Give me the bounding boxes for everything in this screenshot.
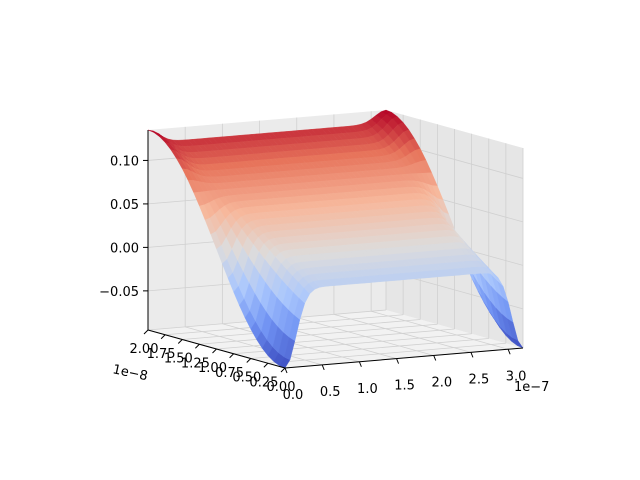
x-tick — [396, 358, 400, 364]
x-axis-line — [284, 347, 524, 369]
x-tick — [321, 364, 325, 371]
y-tick-label: 1.00 — [198, 361, 227, 376]
surface-mesh — [147, 109, 524, 369]
y-tick — [229, 353, 234, 359]
y-tick-label: 1.75 — [147, 347, 176, 362]
z-tick-label: 0.10 — [110, 154, 139, 169]
x-tick-label: 0.0 — [283, 388, 304, 403]
y-grid-floor — [182, 319, 421, 340]
y-tick — [280, 367, 286, 373]
x-tick-label: 1.5 — [394, 379, 415, 394]
z-tick-label: 0.00 — [110, 241, 139, 256]
y-tick-label: 0.75 — [215, 366, 244, 381]
y-tick-label: 1.25 — [181, 356, 210, 371]
x-tick — [433, 355, 437, 361]
y-tick — [160, 334, 166, 340]
y-tick-label: 1.50 — [164, 352, 193, 367]
x-tick — [470, 352, 474, 358]
x-offset-label: 1e−7 — [514, 380, 549, 395]
axes-ticks: 0.0 0.5 1.0 1.5 2.0 2.5 3.00.000.250.500.751.0… — [99, 154, 526, 403]
y-tick — [246, 358, 252, 363]
x-tick-label: 3.0 — [506, 369, 527, 384]
x-tick-label: 0.5 — [320, 385, 341, 400]
y-tick — [263, 362, 269, 368]
y-tick — [212, 348, 217, 354]
x-tick — [507, 349, 511, 355]
y-grid-floor — [216, 328, 455, 350]
x-tick — [358, 361, 362, 367]
y-tick — [177, 339, 183, 344]
y-tick-label: 0.00 — [267, 380, 296, 395]
y-tick-label: 0.50 — [232, 371, 261, 386]
z-tick-label: 0.05 — [110, 198, 139, 213]
y-grid-floor — [267, 342, 506, 364]
y-tick-label: 0.25 — [249, 375, 278, 390]
x-tick-label: 2.0 — [431, 376, 452, 391]
surface-facet — [511, 337, 524, 349]
y-grid-floor — [199, 323, 438, 345]
y-tick — [143, 329, 149, 335]
y-offset-label: 1e−8 — [111, 362, 149, 384]
x-tick-label: 1.0 — [357, 382, 378, 397]
y-tick-label: 2.00 — [130, 342, 159, 357]
y-tick — [195, 343, 200, 349]
x-tick — [284, 367, 288, 374]
x-tick-label: 2.5 — [469, 372, 490, 387]
z-tick-label: −0.05 — [99, 285, 139, 300]
